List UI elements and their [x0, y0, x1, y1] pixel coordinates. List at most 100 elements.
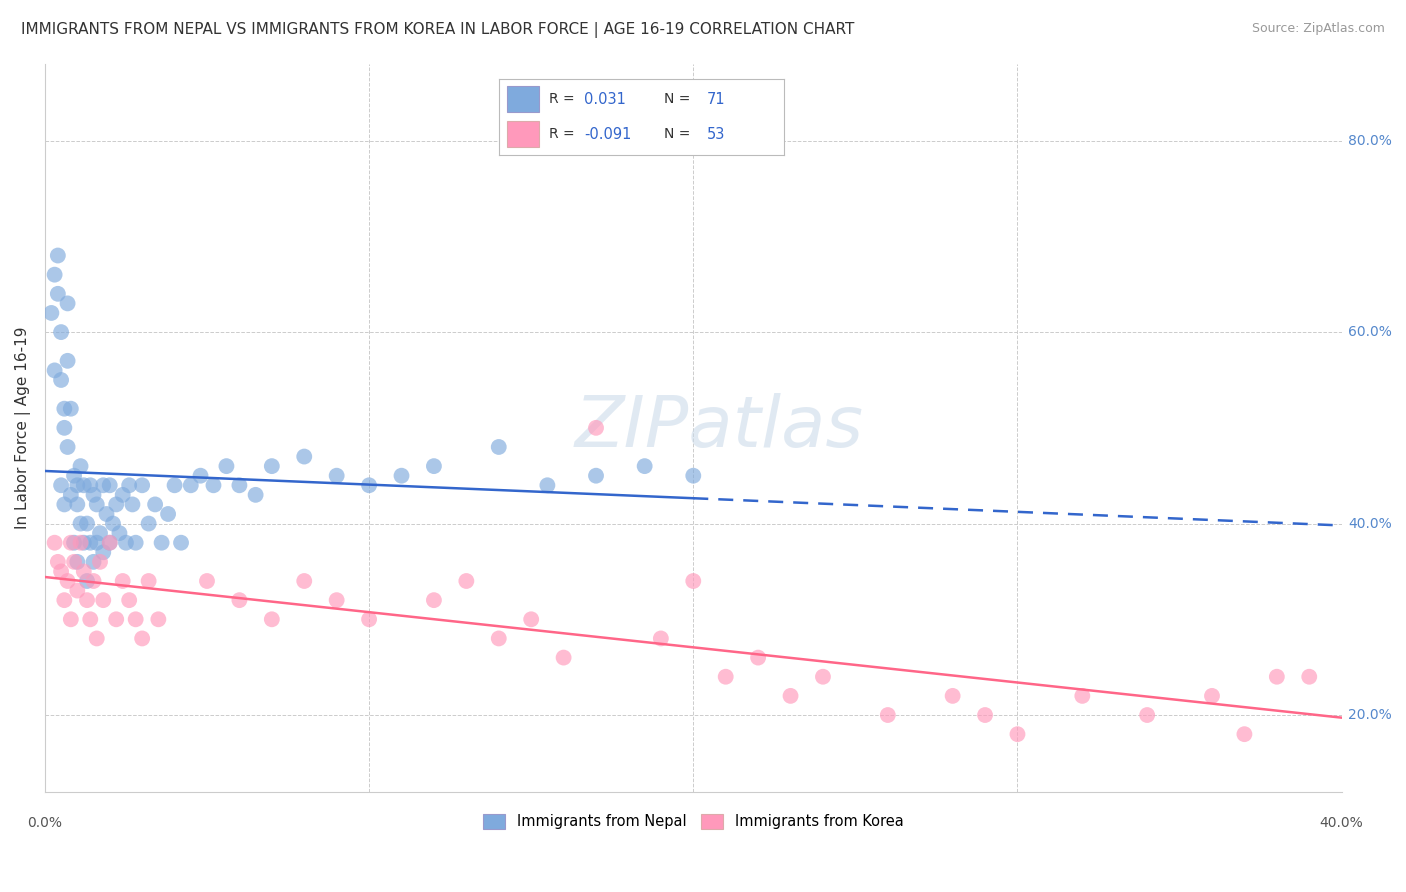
Point: [150, 535, 173, 549]
Point: [180, 478, 202, 492]
Point: [111, 488, 134, 502]
Point: [228, 593, 250, 607]
Point: [49, 325, 72, 339]
Point: [44, 363, 66, 377]
Point: [391, 468, 413, 483]
Point: [325, 468, 347, 483]
Point: [121, 497, 143, 511]
Point: [148, 612, 170, 626]
Point: [56, 296, 79, 310]
Text: ZIPatlas: ZIPatlas: [575, 393, 863, 462]
Point: [98, 535, 121, 549]
Point: [260, 459, 283, 474]
Text: IMMIGRANTS FROM NEPAL VS IMMIGRANTS FROM KOREA IN LABOR FORCE | AGE 16-19 CORREL: IMMIGRANTS FROM NEPAL VS IMMIGRANTS FROM…: [21, 22, 855, 38]
Text: 0.0%: 0.0%: [27, 815, 62, 830]
Point: [41, 306, 63, 320]
Point: [682, 574, 704, 588]
Point: [101, 516, 124, 531]
Point: [359, 478, 381, 492]
Point: [76, 574, 98, 588]
Point: [66, 478, 89, 492]
Point: [59, 612, 82, 626]
Point: [63, 555, 86, 569]
Point: [63, 468, 86, 483]
Point: [138, 516, 160, 531]
Point: [650, 632, 672, 646]
Point: [1071, 689, 1094, 703]
Point: [163, 478, 186, 492]
Point: [53, 593, 76, 607]
Point: [56, 354, 79, 368]
Text: 60.0%: 60.0%: [1348, 325, 1392, 339]
Point: [79, 535, 101, 549]
Point: [747, 650, 769, 665]
Point: [585, 468, 607, 483]
Point: [44, 268, 66, 282]
Text: Source: ZipAtlas.com: Source: ZipAtlas.com: [1251, 22, 1385, 36]
Point: [73, 535, 96, 549]
Point: [553, 650, 575, 665]
Point: [325, 593, 347, 607]
Point: [69, 516, 91, 531]
Text: 40.0%: 40.0%: [1320, 815, 1364, 830]
Point: [108, 526, 131, 541]
Point: [98, 478, 121, 492]
Point: [44, 535, 66, 549]
Point: [292, 450, 315, 464]
Point: [260, 612, 283, 626]
Point: [131, 478, 153, 492]
Point: [49, 478, 72, 492]
Point: [942, 689, 965, 703]
Point: [423, 593, 446, 607]
Point: [131, 632, 153, 646]
Point: [83, 488, 105, 502]
Point: [1233, 727, 1256, 741]
Point: [79, 478, 101, 492]
Point: [714, 670, 737, 684]
Point: [91, 593, 114, 607]
Point: [488, 440, 510, 454]
Text: 80.0%: 80.0%: [1348, 134, 1392, 148]
Point: [66, 497, 89, 511]
Point: [202, 478, 225, 492]
Y-axis label: In Labor Force | Age 16-19: In Labor Force | Age 16-19: [15, 326, 31, 529]
Point: [488, 632, 510, 646]
Point: [876, 708, 898, 723]
Point: [63, 535, 86, 549]
Point: [83, 555, 105, 569]
Point: [359, 612, 381, 626]
Point: [190, 468, 212, 483]
Point: [634, 459, 657, 474]
Point: [66, 555, 89, 569]
Point: [1201, 689, 1223, 703]
Point: [86, 632, 108, 646]
Point: [89, 526, 111, 541]
Point: [59, 488, 82, 502]
Point: [228, 478, 250, 492]
Point: [536, 478, 558, 492]
Point: [53, 421, 76, 435]
Point: [66, 583, 89, 598]
Point: [73, 478, 96, 492]
Point: [59, 401, 82, 416]
Point: [96, 507, 118, 521]
Point: [1136, 708, 1159, 723]
Point: [98, 535, 121, 549]
Point: [1265, 670, 1288, 684]
Text: 20.0%: 20.0%: [1348, 708, 1392, 722]
Point: [520, 612, 543, 626]
Point: [76, 593, 98, 607]
Point: [105, 612, 128, 626]
Point: [245, 488, 267, 502]
Point: [46, 555, 69, 569]
Point: [76, 516, 98, 531]
Point: [456, 574, 478, 588]
Point: [91, 545, 114, 559]
Point: [79, 612, 101, 626]
Point: [89, 555, 111, 569]
Point: [49, 373, 72, 387]
Point: [292, 574, 315, 588]
Point: [46, 286, 69, 301]
Point: [69, 459, 91, 474]
Point: [170, 535, 193, 549]
